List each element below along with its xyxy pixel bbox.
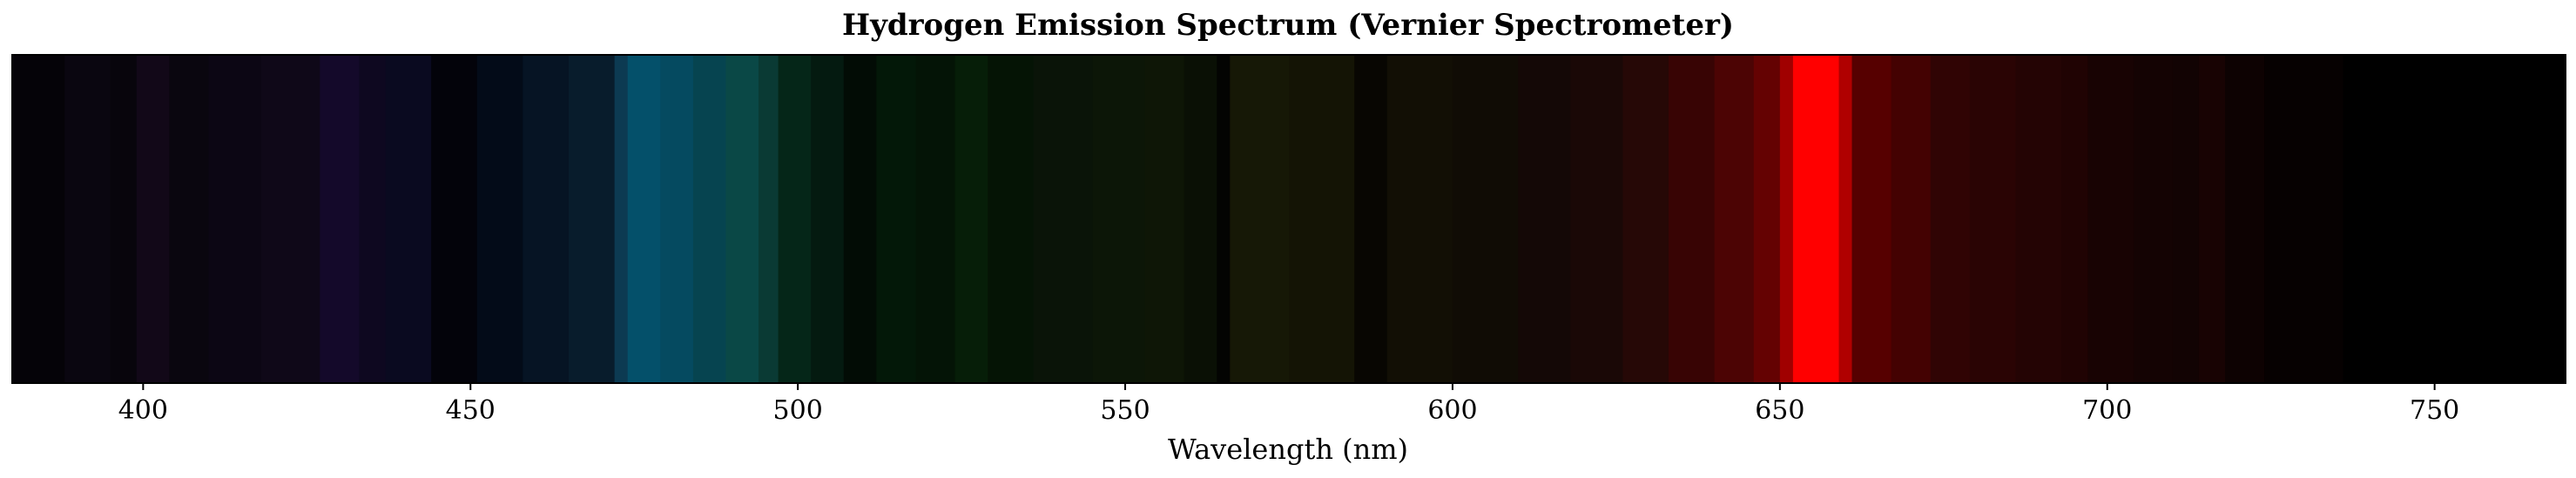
x-tick-label: 500 [773,395,823,426]
spectrum-band [260,55,320,383]
spectrum-band [169,55,210,383]
spectrum-band [523,55,570,383]
spectrum-band [2343,55,2566,383]
spectrum-band [1969,55,2017,383]
spectrum-band [660,55,694,383]
x-tick-label: 650 [1755,395,1804,426]
spectrum-band [915,55,956,383]
x-tick-label: 750 [2410,395,2459,426]
x-axis-label: Wavelength (nm) [1168,433,1408,466]
spectrum-band [2198,55,2226,383]
spectrum-band [1230,55,1290,383]
spectrum-band [1452,55,1519,383]
spectrum-band [692,55,727,383]
spectrum-band [1570,55,1624,383]
spectrum-band [359,55,387,383]
spectrum-band [843,55,877,383]
spectrum-band [2264,55,2343,383]
spectrum-band [725,55,759,383]
spectrum-band [1518,55,1571,383]
spectrum-band [1669,55,1716,383]
spectrum-band [2133,55,2174,383]
spectrum-band [1092,55,1146,383]
x-tick-label: 600 [1427,395,1477,426]
spectrum-band [1838,55,1853,383]
spectrum-band [2225,55,2265,383]
spectrum-band [627,55,661,383]
x-tick-label: 400 [118,395,168,426]
spectrum-band [1714,55,1755,383]
plot-frame [11,54,2566,384]
spectrum-band [1792,55,1840,383]
spectrum-band [614,55,629,383]
spectrum-band [988,55,1035,383]
spectrum-band [1033,55,1094,383]
spectrum-band [1622,55,1669,383]
spectrum-band [778,55,812,383]
spectrum-band [320,55,361,383]
spectrum-band [64,55,111,383]
spectrum-band [1289,55,1355,383]
spectrum-band [759,55,779,383]
x-tick-label: 450 [446,395,496,426]
x-tick-label: 550 [1100,395,1150,426]
spectrum-band [431,55,478,383]
spectrum-band [1144,55,1185,383]
spectrum-band [1891,55,1932,383]
chart-title: Hydrogen Emission Spectrum (Vernier Spec… [842,8,1734,43]
x-tick-label: 700 [2082,395,2132,426]
spectrum-band [2087,55,2134,383]
spectrum-band [876,55,917,383]
spectrum-band [1779,55,1794,383]
spectrum-band [2172,55,2200,383]
spectrum-band [1851,55,1892,383]
spectrum-band [136,55,171,383]
spectrum-band [476,55,523,383]
spectrum-band [1930,55,1971,383]
spectrum-band [1753,55,1781,383]
spectrum-band [954,55,988,383]
spectrum-band [110,55,138,383]
spectrum-band [2061,55,2088,383]
spectrum-band [1354,55,1388,383]
spectrum-band [569,55,616,383]
spectrum-band [208,55,262,383]
x-axis-ticks: 400 450 500 550 600 650 700 750 [118,383,2459,426]
spectrum-band [1183,55,1217,383]
spectrum-band [811,55,845,383]
spectrum-band [1217,55,1231,383]
spectrum-bands [12,55,2566,383]
spectrum-band [1386,55,1453,383]
spectrum-band [2015,55,2062,383]
spectrum-band [12,55,65,383]
spectrum-band [385,55,432,383]
